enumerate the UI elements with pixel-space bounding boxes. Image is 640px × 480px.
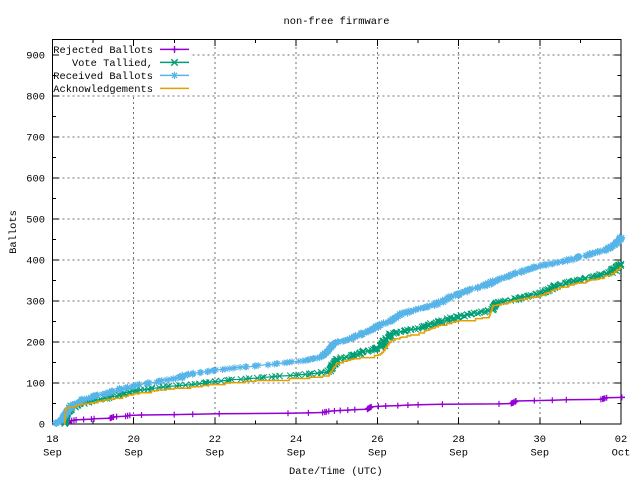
svg-text:Sep: Sep bbox=[530, 448, 549, 460]
svg-text:500: 500 bbox=[26, 215, 45, 227]
svg-text:30: 30 bbox=[534, 434, 546, 446]
svg-text:600: 600 bbox=[26, 174, 45, 186]
svg-text:200: 200 bbox=[26, 338, 45, 350]
svg-text:100: 100 bbox=[26, 379, 45, 391]
svg-text:Sep: Sep bbox=[287, 448, 306, 460]
svg-text:700: 700 bbox=[26, 133, 45, 145]
svg-text:Rejected Ballots: Rejected Ballots bbox=[53, 45, 153, 57]
svg-text:Sep: Sep bbox=[368, 448, 387, 460]
svg-text:Acknowledgements: Acknowledgements bbox=[53, 84, 153, 96]
svg-text:Oct: Oct bbox=[612, 448, 631, 460]
svg-text:02: 02 bbox=[615, 434, 627, 446]
svg-text:Vote Tallied,: Vote Tallied, bbox=[72, 58, 153, 70]
svg-text:28: 28 bbox=[452, 434, 464, 446]
svg-text:400: 400 bbox=[26, 256, 45, 268]
svg-text:non-free firmware: non-free firmware bbox=[283, 16, 389, 28]
svg-text:Sep: Sep bbox=[43, 448, 62, 460]
svg-text:20: 20 bbox=[127, 434, 139, 446]
svg-text:Received Ballots: Received Ballots bbox=[53, 71, 153, 83]
svg-text:26: 26 bbox=[371, 434, 383, 446]
svg-text:300: 300 bbox=[26, 297, 45, 309]
svg-text:18: 18 bbox=[46, 434, 58, 446]
svg-text:900: 900 bbox=[26, 51, 45, 63]
svg-text:0: 0 bbox=[39, 420, 45, 432]
svg-text:800: 800 bbox=[26, 92, 45, 104]
svg-text:Sep: Sep bbox=[124, 448, 143, 460]
svg-text:Sep: Sep bbox=[449, 448, 468, 460]
svg-text:Sep: Sep bbox=[206, 448, 225, 460]
svg-text:Ballots: Ballots bbox=[8, 210, 20, 254]
svg-text:24: 24 bbox=[290, 434, 302, 446]
svg-text:22: 22 bbox=[209, 434, 221, 446]
svg-text:Date/Time (UTC): Date/Time (UTC) bbox=[289, 466, 383, 478]
